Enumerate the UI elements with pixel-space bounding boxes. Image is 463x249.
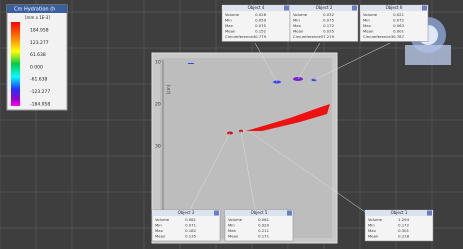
row-value: 40.779 — [253, 34, 267, 39]
legend-label: -61.638 — [30, 77, 48, 83]
row-value: 0.021 — [393, 12, 404, 17]
axis-label: 10 — [155, 60, 161, 66]
legend-label: -123.277 — [30, 89, 50, 95]
row-label: Min — [363, 18, 370, 23]
legend-label: -184.958 — [30, 101, 50, 107]
row-value: 0.035 — [323, 29, 334, 34]
close-button — [352, 6, 357, 11]
info-box-title: Object 3 — [178, 210, 195, 215]
row-value: 0.061 — [258, 217, 269, 222]
row-value: 0.152 — [255, 29, 266, 34]
row-label: Mean — [368, 234, 379, 239]
row-label: Circumference — [293, 34, 321, 39]
info-box-title: Object 6 — [386, 5, 403, 10]
axis-label: 20 — [155, 102, 161, 108]
row-label: Volume — [155, 217, 170, 222]
viewer: [cm] Cm Hydration (h [mm x 1E-3] 184.958… — [0, 0, 463, 249]
marker — [188, 63, 194, 64]
close-button — [284, 6, 289, 11]
legend-label: 0.000 — [30, 64, 43, 70]
row-label: Mean — [228, 234, 239, 239]
row-label: Mean — [363, 29, 374, 34]
row-label: Volume — [228, 217, 243, 222]
row-label: Min — [155, 223, 162, 228]
row-label: Max — [368, 228, 377, 233]
row-value: 30.787 — [391, 34, 405, 39]
row-value: 0.172 — [323, 23, 334, 28]
row-value: 0.211 — [258, 228, 269, 233]
legend-label: 61.638 — [30, 52, 46, 58]
row-label: Volume — [293, 12, 308, 17]
row-value: 57.219 — [321, 34, 335, 39]
row-value: 0.075 — [323, 18, 334, 23]
row-value: 0.301 — [398, 228, 409, 233]
row-value: 0.001 — [393, 29, 404, 34]
row-label: Min — [225, 18, 232, 23]
legend-unit: [mm x 1E-3] — [25, 15, 50, 20]
row-value: 0.026 — [255, 12, 266, 17]
row-label: Max — [155, 228, 164, 233]
row-label: Mean — [155, 234, 166, 239]
row-value: 0.218 — [398, 234, 409, 239]
row-label: Volume — [368, 217, 383, 222]
row-label: Circumference — [363, 34, 391, 39]
legend-label: 123.277 — [30, 40, 49, 46]
legend-label: 184.958 — [30, 28, 49, 34]
close-button — [422, 6, 427, 11]
row-label: Circumference — [225, 34, 253, 39]
row-label: Max — [228, 228, 237, 233]
color-bar — [11, 22, 20, 106]
row-value: 1.294 — [398, 217, 409, 222]
page: { "legend": { "title": "Cm Hydration (h"… — [0, 0, 463, 249]
info-box-title: Object 2 — [316, 5, 333, 10]
row-value: 0.063 — [393, 23, 404, 28]
row-label: Max — [225, 23, 234, 28]
row-label: Min — [293, 18, 300, 23]
row-value: 0.071 — [185, 223, 196, 228]
row-value: 0.172 — [398, 223, 409, 228]
row-label: Mean — [225, 29, 236, 34]
row-value: 0.135 — [185, 234, 196, 239]
axis-title: [cm] — [166, 84, 171, 94]
row-value: 0.171 — [258, 234, 269, 239]
row-value: 0.029 — [258, 223, 269, 228]
row-value: 0.182 — [185, 228, 196, 233]
info-box-title: Object 1 — [391, 210, 408, 215]
axis-label: 30 — [155, 144, 161, 150]
info-box-title: Object 4 — [248, 5, 265, 10]
row-label: Volume — [363, 12, 378, 17]
row-label: Min — [228, 223, 235, 228]
row-label: Max — [363, 23, 372, 28]
legend-title: Cm Hydration (h — [14, 7, 55, 13]
close-button — [287, 211, 292, 216]
row-value: 0.059 — [255, 18, 266, 23]
row-value: 0.075 — [255, 23, 266, 28]
row-value: 0.032 — [323, 12, 334, 17]
close-button — [214, 211, 219, 216]
row-value: 0.081 — [185, 217, 196, 222]
row-label: Volume — [225, 12, 240, 17]
info-box-title: Object 5 — [251, 210, 268, 215]
close-button — [427, 211, 432, 216]
row-label: Max — [293, 23, 302, 28]
row-label: Min — [368, 223, 375, 228]
row-value: 0.072 — [393, 18, 404, 23]
row-label: Mean — [293, 29, 304, 34]
